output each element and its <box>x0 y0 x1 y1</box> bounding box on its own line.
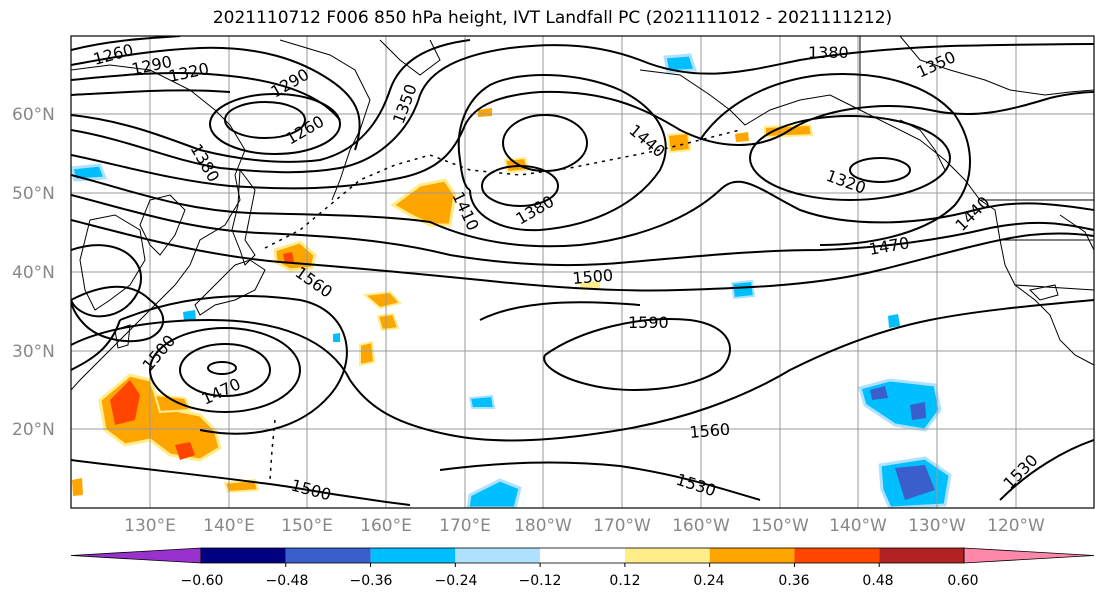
lon-label: 160°W <box>672 516 730 536</box>
lon-label: 150°W <box>751 516 809 536</box>
colorbar-segment <box>370 548 456 563</box>
colorbar <box>70 547 1095 567</box>
height-contours <box>71 36 1094 506</box>
colorbar-extend-low <box>70 547 202 564</box>
colorbar-extend-high <box>963 547 1095 564</box>
lat-label: 50°N <box>12 184 55 204</box>
colorbar-tick-label: −0.12 <box>519 573 562 589</box>
lat-label: 30°N <box>12 342 55 362</box>
colorbar-tick-label: −0.60 <box>181 573 224 589</box>
lon-label: 170°E <box>439 516 491 536</box>
lat-label: 60°N <box>12 105 55 125</box>
map-border <box>70 35 1095 509</box>
ivt-positive-shading <box>72 108 814 496</box>
lon-label: 150°E <box>281 516 333 536</box>
contour-label: 1560 <box>689 420 731 442</box>
colorbar-segment <box>540 548 625 563</box>
colorbar-tick-label: −0.48 <box>266 573 309 589</box>
colorbar-tick-label: 0.12 <box>609 573 640 589</box>
colorbar-frame <box>200 547 965 564</box>
lon-label: 170°W <box>593 516 651 536</box>
colorbar-tick-label: 0.36 <box>778 573 809 589</box>
lat-label: 40°N <box>12 263 55 283</box>
lon-label: 160°E <box>360 516 412 536</box>
map-title: 2021110712 F006 850 hPa height, IVT Land… <box>212 8 893 28</box>
colorbar-segment <box>879 548 964 563</box>
contour-label: 1380 <box>808 43 849 62</box>
lon-label: 130°W <box>908 516 966 536</box>
lon-label: 140°E <box>203 516 255 536</box>
track-line <box>264 129 741 249</box>
colorbar-tick-label: −0.36 <box>350 573 393 589</box>
lon-label: 130°E <box>124 516 176 536</box>
lon-label: 180°W <box>514 516 572 536</box>
colorbar-tick-label: 0.48 <box>862 573 893 589</box>
colorbar-segment <box>624 548 710 563</box>
lat-label: 20°N <box>12 420 55 440</box>
colorbar-segment <box>455 548 541 563</box>
colorbar-tick-label: 0.60 <box>947 573 978 589</box>
colorbar-segment <box>709 548 795 563</box>
colorbar-tick-labels: −0.60 −0.48 −0.36 −0.24 −0.12 0.12 0.24 … <box>181 573 979 589</box>
colorbar-segment <box>201 548 286 563</box>
colorbar-tick-label: −0.24 <box>435 573 478 589</box>
colorbar-tick-label: 0.24 <box>693 573 724 589</box>
longitude-labels: 130°E 140°E 150°E 160°E 170°E 180°W 170°… <box>124 516 1045 536</box>
contour-label: 1590 <box>628 313 669 332</box>
contour-label: 1500 <box>572 266 614 288</box>
lon-label: 120°W <box>987 516 1045 536</box>
latitude-labels: 60°N 50°N 40°N 30°N 20°N <box>12 105 55 440</box>
colorbar-segment <box>285 548 371 563</box>
lon-label: 140°W <box>829 516 887 536</box>
colorbar-segment <box>794 548 880 563</box>
